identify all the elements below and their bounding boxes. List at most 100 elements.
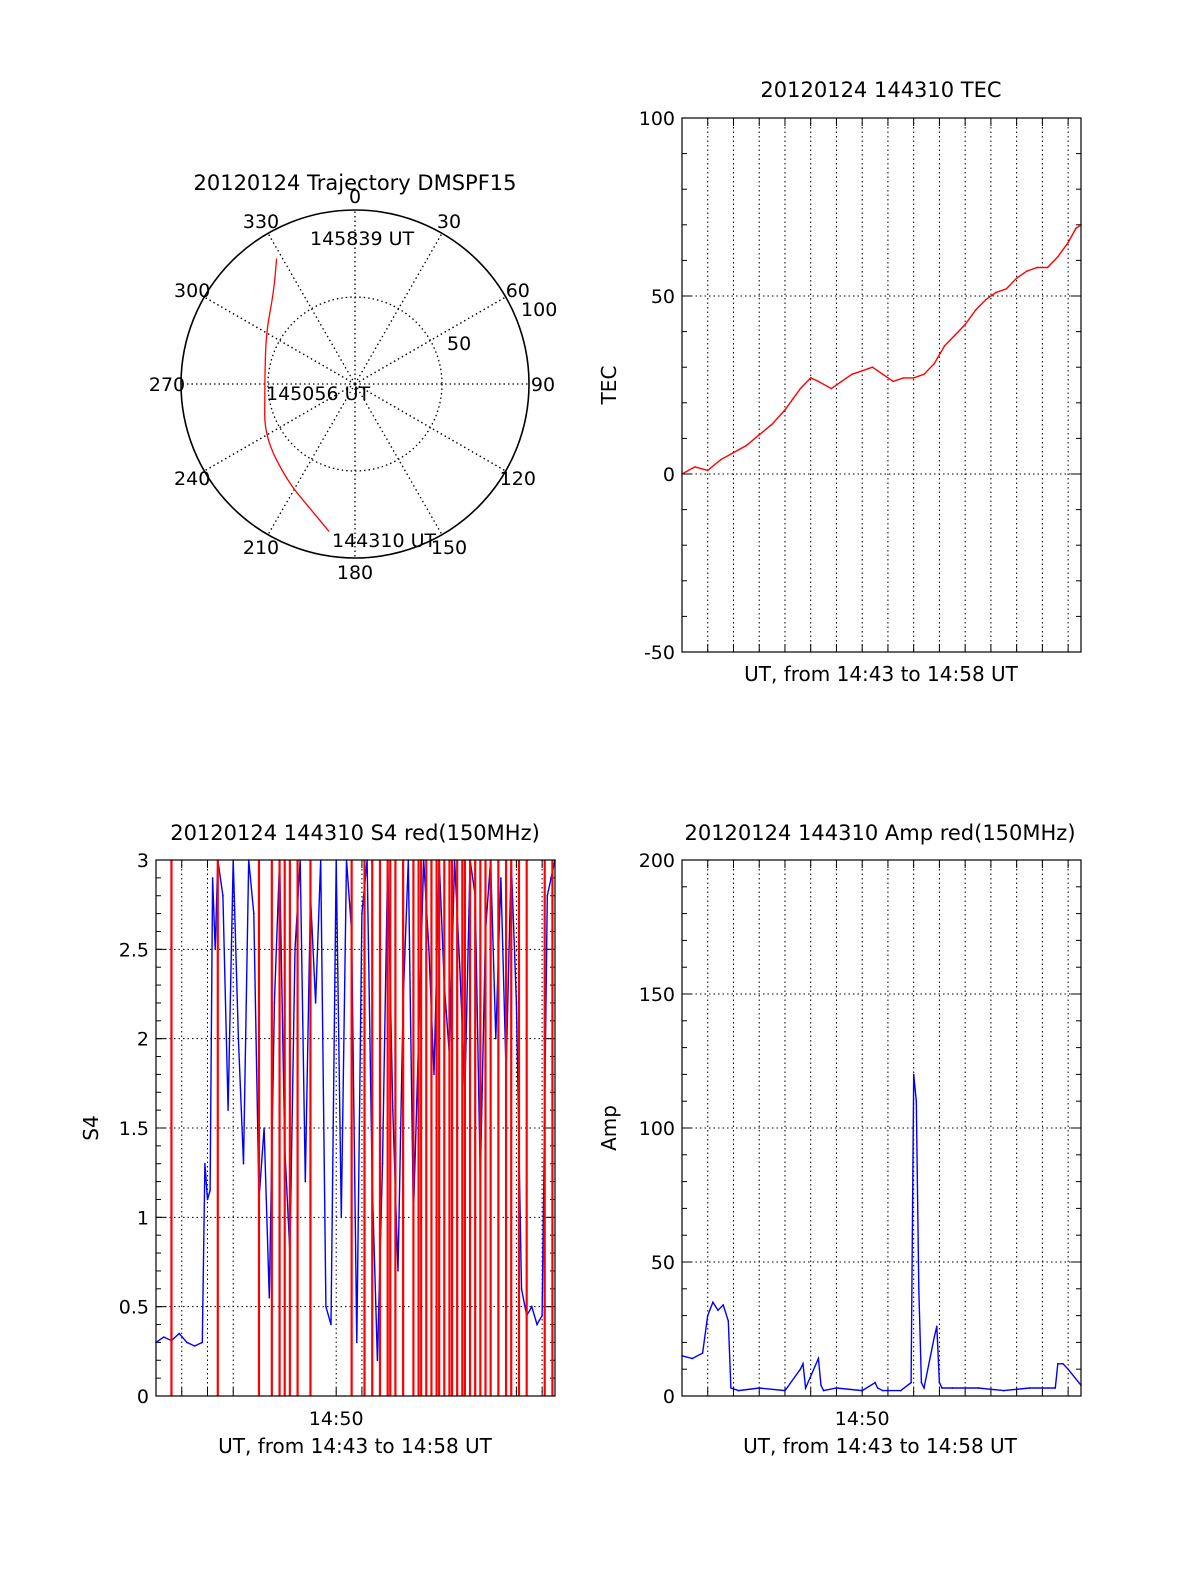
series-point [1054,1387,1057,1389]
series-point [541,1314,543,1317]
series-point [694,466,696,468]
polar-spoke [203,296,356,385]
series-point [874,1381,876,1384]
y-tick-label: 100 [639,108,675,130]
series-point [851,373,853,376]
series-point [732,451,735,454]
series-point [691,1357,694,1360]
polar-azimuth-label: 300 [174,280,210,302]
polar-spoke [354,383,443,536]
series-point [758,434,761,436]
series-point [900,1389,902,1392]
series-point [314,1002,317,1004]
series-point [791,398,794,401]
series-point [706,469,709,472]
s4-ylabel: S4 [79,1115,103,1140]
series-point [923,373,925,376]
series-point [712,1301,714,1303]
series-point [1057,1363,1059,1365]
series-point [1046,266,1049,269]
series-point [876,1387,879,1389]
amp-ylabel: Amp [597,1105,621,1151]
series-point [1026,270,1028,272]
series-point [840,380,843,383]
series-point [361,912,363,915]
series-point [536,1323,538,1326]
series-point [340,1216,343,1219]
series-point [706,1314,709,1317]
series-point [1067,241,1069,244]
series-point [206,1198,209,1201]
y-tick-label: 2.5 [119,939,149,961]
y-tick-label: 50 [651,286,675,308]
s4-title: 20120124 144310 S4 red(150MHz) [170,821,540,845]
series-point [941,1387,943,1389]
series-point [995,291,997,294]
series-point [933,362,936,365]
polar-azimuth-label: 60 [506,280,530,302]
polar-spoke [203,383,356,472]
series-point [381,1162,384,1165]
s4-xlabel: UT, from 14:43 to 14:58 UT [218,1434,493,1458]
y-tick-label: 0.5 [119,1297,149,1319]
tec-xlabel: UT, from 14:43 to 14:58 UT [744,662,1019,686]
series-point [162,1336,165,1338]
series-point [933,1336,936,1338]
series-point [227,1109,229,1111]
series-point [730,1387,732,1389]
series-point [355,1341,358,1344]
polar-azimuth-label: 330 [243,211,279,233]
plot-frame [681,117,1082,653]
series-point [1002,1389,1005,1392]
polar-azimuth-label: 0 [349,186,361,208]
series-point [902,377,905,379]
polar-radial-label: 100 [521,299,557,321]
y-tick-label: 3 [137,850,149,872]
series-point [397,1270,399,1272]
polar-radial-label: 50 [447,333,471,355]
y-tick-label: 0 [663,1386,675,1408]
polar-azimuth-label: 240 [174,468,210,490]
series-point [822,1389,825,1392]
series-point [428,948,430,951]
series-point [974,309,977,312]
s4-plot-area: 0 0.5 1 1.5 2 2.5 3 14:50 [119,850,556,1430]
series-point [881,373,884,376]
series-point [923,1387,925,1389]
series-point [817,1357,820,1360]
series-point [201,1341,204,1344]
plot-frame [681,859,1082,1397]
series-point [330,1323,332,1326]
amp-panel: 20120124 144310 Amp red(150MHz) 0 50 100 15… [597,821,1082,1458]
series-point [1075,227,1077,230]
series-point [222,894,224,897]
series-point [910,1381,912,1384]
series-point [915,1100,918,1102]
series-point [920,1381,923,1384]
series-point [253,912,255,915]
series-point [938,1381,941,1384]
tec-ylabel: TEC [597,366,621,406]
series-point [242,1162,245,1165]
trajectory-line [264,258,330,532]
series-point [214,948,217,951]
y-tick-label: 100 [639,1118,675,1140]
y-tick-label: 200 [639,850,675,872]
series-point [458,966,461,968]
series-point [912,1073,915,1076]
series-line [681,224,1082,475]
amp-plot-area: 0 50 100 150 200 14:50 [639,850,1082,1430]
polar-radial-labels: 50 100 [447,299,557,355]
series-point [719,458,722,461]
s4-panel: 20120124 144310 S4 red(150MHz) 0 0.5 1 1.5 2… [79,821,556,1458]
series-point [722,1304,724,1306]
trajectory-end-label: 145839 UT [310,228,414,250]
series-point [263,1127,265,1129]
y-tick-label: 1.5 [119,1118,149,1140]
polar-title: 20120124 Trajectory DMSPF15 [193,171,516,195]
series-point [701,1352,704,1354]
series-point [951,1387,954,1389]
series-point [1015,277,1018,280]
polar-azimuth-label: 30 [437,211,461,233]
x-tick-label: 14:50 [835,1408,890,1430]
